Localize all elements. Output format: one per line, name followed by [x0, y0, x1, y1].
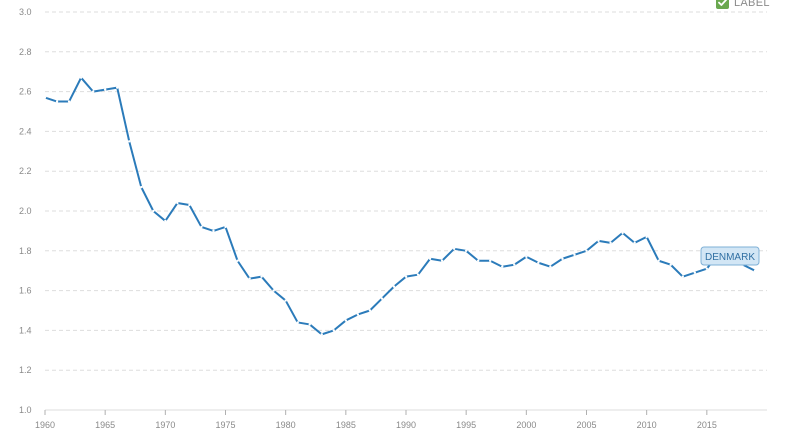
series-label-text: DENMARK	[705, 252, 755, 263]
data-point[interactable]	[561, 257, 564, 260]
gridlines	[45, 11, 767, 411]
data-point[interactable]	[176, 201, 179, 205]
x-tick-label: 1985	[336, 420, 356, 430]
data-point[interactable]	[140, 185, 143, 189]
data-point[interactable]	[224, 225, 227, 229]
checkmark-icon[interactable]	[716, 0, 729, 9]
data-point[interactable]	[537, 261, 540, 264]
data-point[interactable]	[116, 86, 119, 89]
data-point[interactable]	[152, 209, 155, 213]
data-point[interactable]	[609, 241, 612, 245]
data-point[interactable]	[681, 275, 684, 278]
data-point[interactable]	[657, 259, 660, 262]
series-line[interactable]	[44, 76, 756, 336]
x-axis: 1960 1965 1970 1975 1980 1985 1990 1995 2000 2005…	[35, 410, 717, 430]
x-tick-label: 2015	[697, 420, 717, 430]
data-point[interactable]	[164, 219, 167, 223]
y-tick-label: 1.4	[19, 325, 32, 335]
x-tick-label: 1970	[155, 420, 175, 430]
data-point[interactable]	[669, 263, 672, 266]
series-label-denmark[interactable]: DENMARK	[700, 246, 760, 266]
y-tick-label: 3.0	[19, 7, 32, 17]
data-point[interactable]	[248, 277, 251, 280]
series-denmark[interactable]	[43, 76, 757, 336]
data-point[interactable]	[260, 275, 263, 278]
x-tick-label: 1980	[276, 420, 296, 430]
legend-toggle[interactable]: LABEL	[716, 0, 770, 9]
data-point[interactable]	[392, 285, 396, 288]
data-point[interactable]	[103, 88, 107, 91]
y-tick-label: 2.4	[19, 126, 32, 136]
data-point[interactable]	[597, 239, 600, 243]
data-point[interactable]	[428, 257, 432, 260]
data-point[interactable]	[284, 299, 287, 302]
data-point[interactable]	[549, 265, 552, 268]
data-point[interactable]	[128, 140, 131, 143]
x-tick-label: 1975	[215, 420, 235, 430]
data-point[interactable]	[452, 247, 456, 251]
data-point[interactable]	[200, 225, 203, 229]
data-point[interactable]	[633, 241, 636, 245]
data-point[interactable]	[308, 323, 311, 326]
data-point[interactable]	[645, 235, 648, 239]
data-point[interactable]	[404, 275, 408, 278]
x-tick-label: 1960	[35, 420, 55, 430]
data-point[interactable]	[188, 203, 191, 207]
y-tick-label: 1.6	[19, 286, 32, 296]
data-point[interactable]	[585, 249, 588, 252]
x-tick-label: 2000	[516, 420, 536, 430]
x-tick-label: 1995	[456, 420, 476, 430]
data-point[interactable]	[489, 259, 492, 262]
y-tick-label: 1.8	[19, 246, 32, 256]
y-tick-label: 2.0	[19, 206, 32, 216]
data-point[interactable]	[501, 265, 504, 268]
x-tick-label: 2010	[637, 420, 657, 430]
x-tick-label: 2005	[576, 420, 596, 430]
y-tick-label: 1.0	[19, 405, 32, 415]
data-point[interactable]	[356, 313, 360, 316]
data-point[interactable]	[236, 259, 239, 262]
data-point[interactable]	[573, 253, 576, 256]
data-point[interactable]	[705, 267, 709, 270]
data-point[interactable]	[67, 100, 71, 103]
data-point[interactable]	[464, 249, 468, 252]
legend-label: LABEL	[734, 0, 770, 9]
x-tick-label: 1965	[95, 420, 115, 430]
data-point[interactable]	[525, 255, 528, 258]
data-point[interactable]	[212, 229, 215, 233]
data-point[interactable]	[621, 231, 624, 235]
data-point[interactable]	[416, 273, 420, 276]
y-axis: 1.0 1.2 1.4 1.6 1.8 2.0 2.2 2.4 2.6 2.8 3.0	[19, 7, 32, 415]
data-point[interactable]	[91, 90, 95, 93]
data-point[interactable]	[272, 289, 275, 292]
data-point[interactable]	[332, 329, 335, 332]
data-point[interactable]	[296, 321, 299, 324]
data-point[interactable]	[43, 96, 47, 99]
data-point[interactable]	[440, 259, 444, 262]
y-tick-label: 1.2	[19, 365, 32, 375]
data-point[interactable]	[693, 271, 696, 274]
data-point[interactable]	[513, 263, 516, 266]
y-tick-label: 2.2	[19, 166, 32, 176]
data-point[interactable]	[79, 76, 83, 79]
data-point[interactable]	[55, 100, 59, 103]
data-point[interactable]	[344, 319, 348, 322]
y-tick-label: 2.8	[19, 47, 32, 57]
data-point[interactable]	[477, 259, 480, 262]
data-point[interactable]	[368, 309, 372, 312]
y-tick-label: 2.6	[19, 87, 32, 97]
data-point[interactable]	[320, 333, 323, 336]
x-tick-label: 1990	[396, 420, 416, 430]
data-point[interactable]	[753, 269, 757, 272]
data-point[interactable]	[380, 297, 384, 300]
